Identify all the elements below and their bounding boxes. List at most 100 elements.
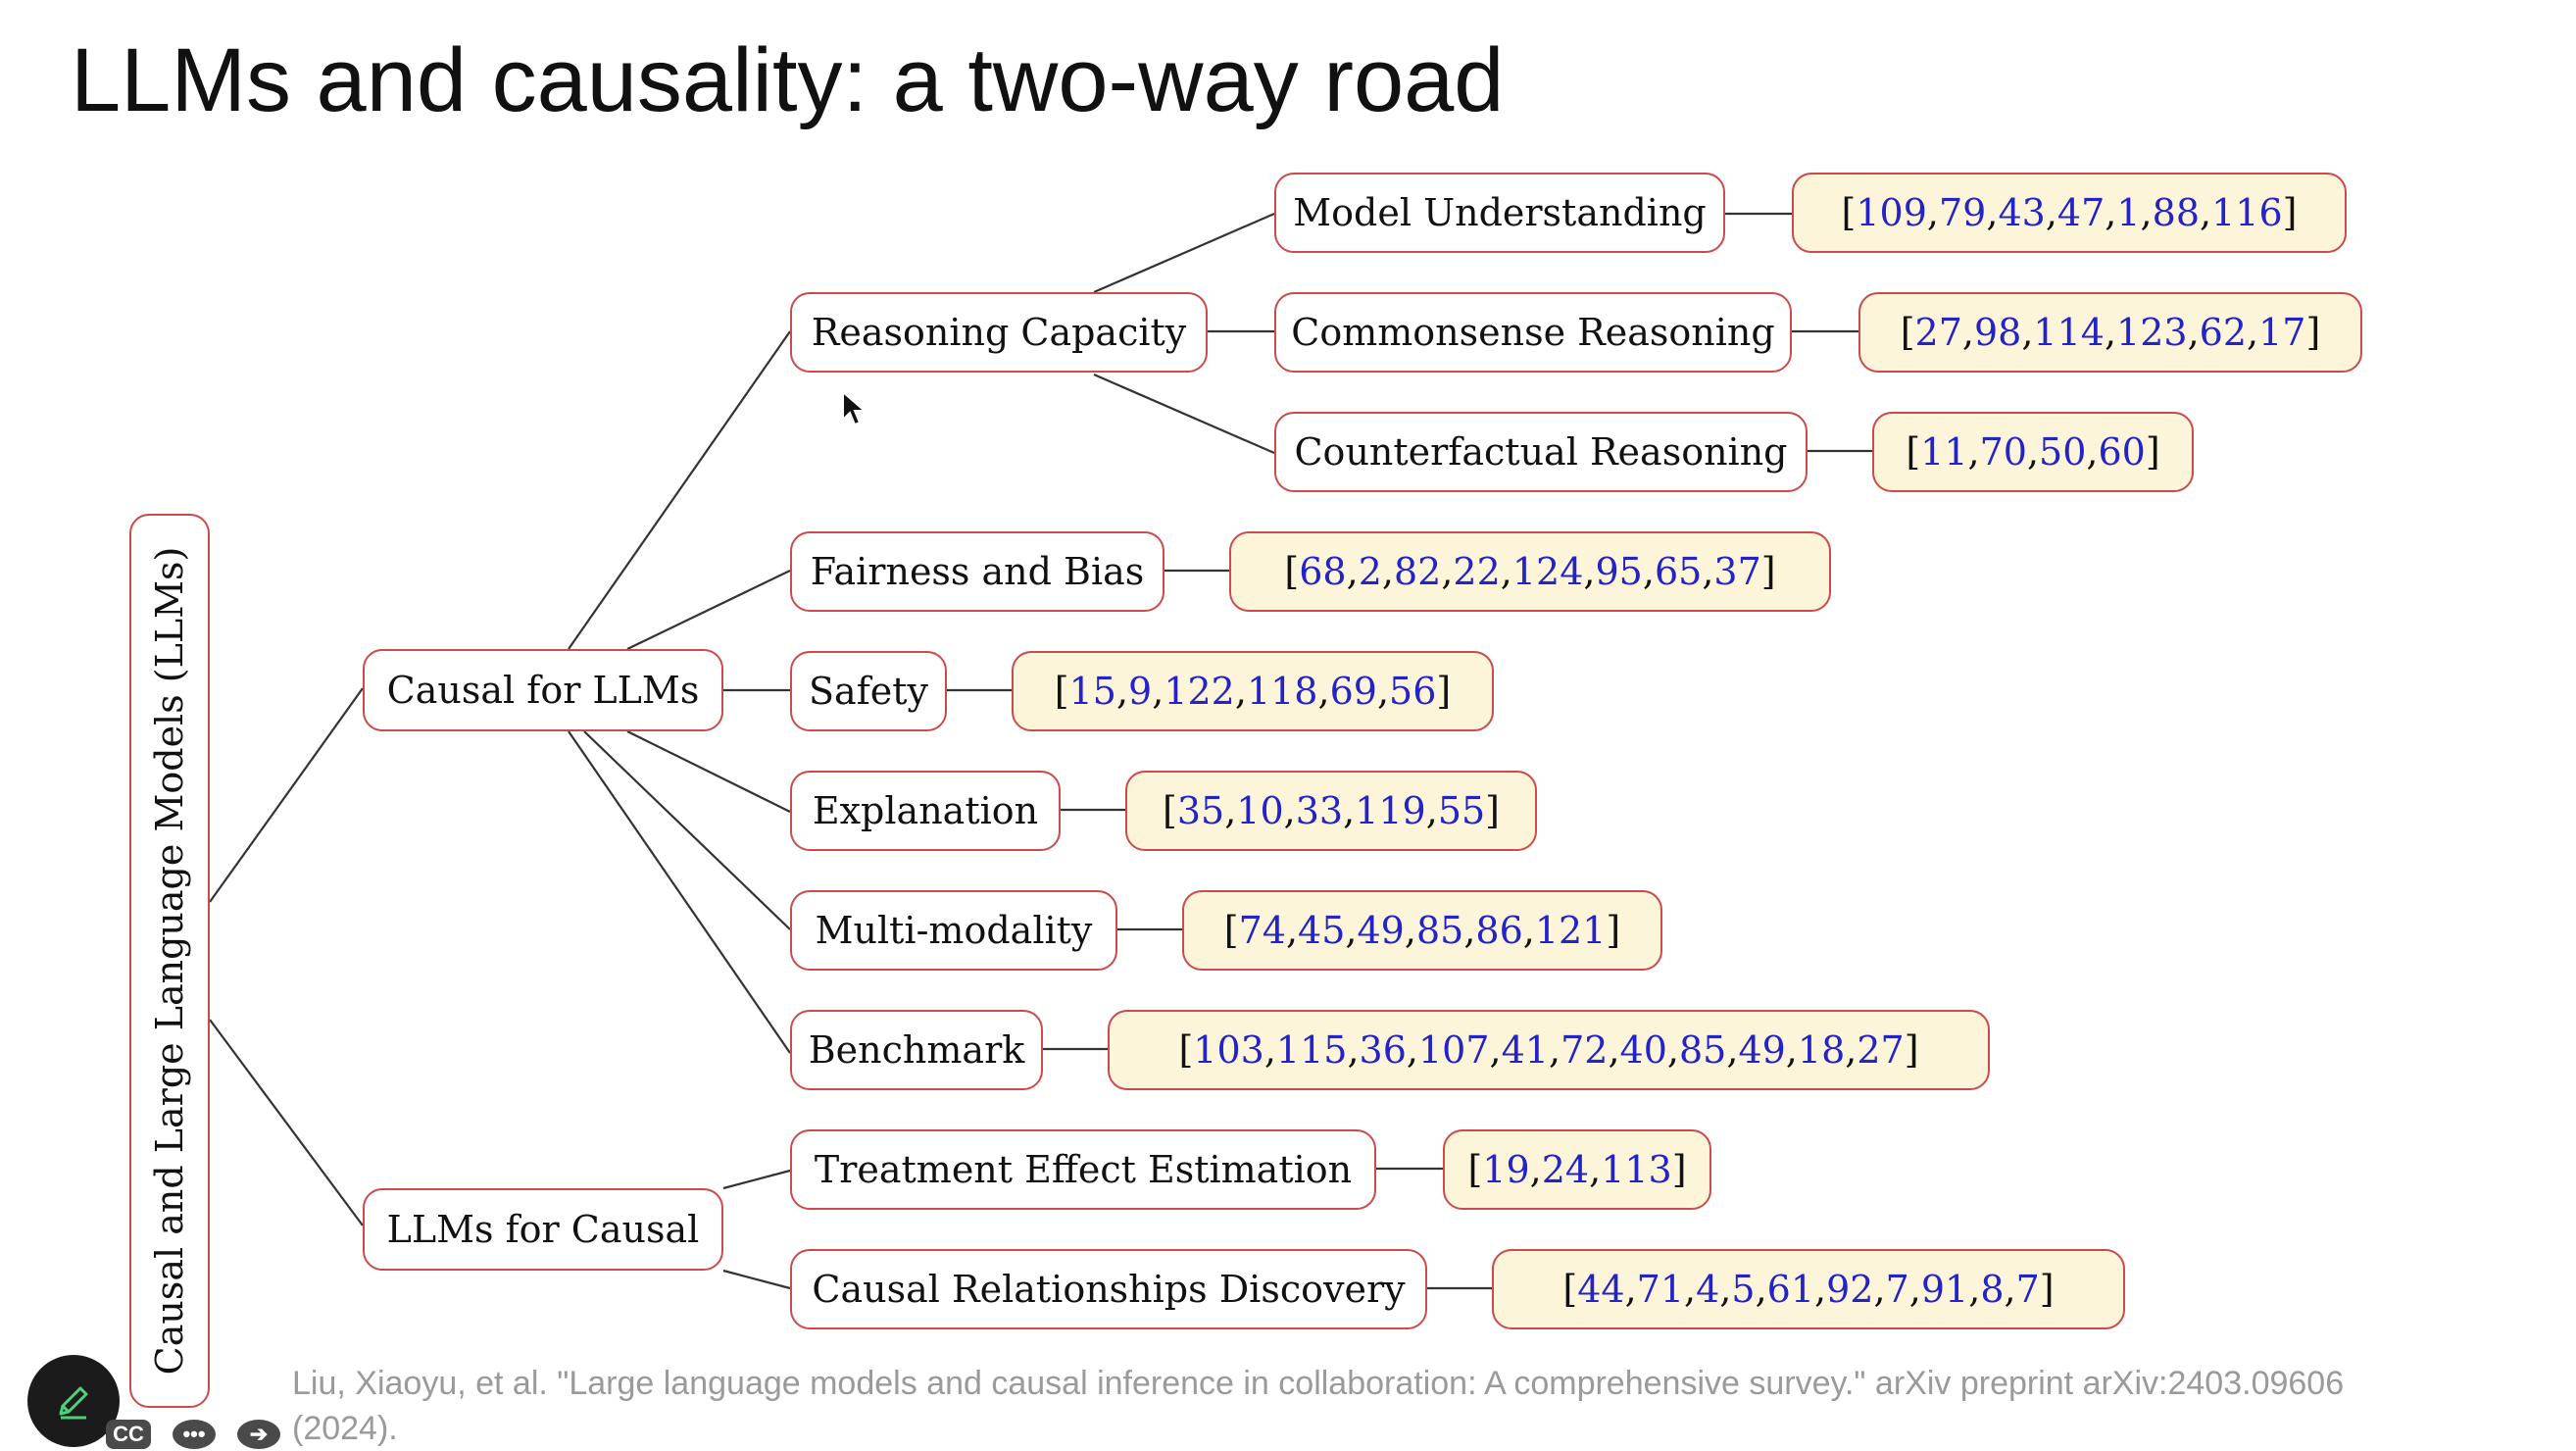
ref-number: 65 [1654, 550, 1703, 593]
ref-number: 118 [1246, 670, 1318, 713]
root-label: Causal and Large Language Models (LLMs) [148, 546, 191, 1376]
ref-number: 103 [1193, 1028, 1264, 1072]
edge-to-counterfactual [1093, 373, 1275, 455]
edge-root-causal-for-llms [209, 687, 364, 903]
ref-number: 49 [1738, 1028, 1786, 1072]
ref-number: 10 [1236, 789, 1284, 832]
node-fairness-and-bias: Fairness and Bias [790, 531, 1164, 612]
ref-number: 49 [1357, 909, 1405, 952]
refs-safety: [15, 9, 122, 118, 69, 56] [1012, 651, 1494, 731]
refs-model-understanding: [109, 79, 43, 47, 1, 88, 116] [1792, 173, 2347, 253]
ref-number: 116 [2211, 191, 2283, 234]
edge-to-benchmark [568, 730, 791, 1054]
refs-multi-modality: [74, 45, 49, 85, 86, 121] [1182, 890, 1662, 971]
ref-number: 69 [1329, 670, 1377, 713]
ref-number: 92 [1826, 1268, 1874, 1311]
ref-number: 27 [1914, 311, 1962, 354]
edge-to-discovery [722, 1269, 791, 1290]
edge-root-llms-for-causal [209, 1019, 364, 1226]
ref-number: 88 [2152, 191, 2200, 234]
ref-number: 1 [2116, 191, 2141, 234]
ref-number: 43 [1998, 191, 2046, 234]
ref-number: 115 [1275, 1028, 1348, 1072]
node-explanation: Explanation [790, 771, 1061, 851]
ref-number: 107 [1418, 1028, 1490, 1072]
ref-number: 122 [1164, 670, 1235, 713]
ref-number: 44 [1577, 1268, 1625, 1311]
ref-number: 114 [2033, 311, 2105, 354]
refs-fairness-and-bias: [68, 2, 82, 22, 124, 95, 65, 37] [1229, 531, 1831, 612]
ref-number: 113 [1601, 1148, 1672, 1191]
ref-number: 35 [1176, 789, 1225, 832]
ref-number: 40 [1619, 1028, 1667, 1072]
ref-number: 79 [1939, 191, 1987, 234]
node-multi-modality: Multi-modality [790, 890, 1117, 971]
branch-causal-for-llms: Causal for LLMs [363, 649, 723, 731]
refs-benchmark: [103, 115, 36, 107, 41, 72, 40, 85, 49, … [1108, 1010, 1990, 1090]
refs-explanation: [35, 10, 33, 119, 55] [1125, 771, 1537, 851]
ref-number: 109 [1856, 191, 1927, 234]
ref-number: 11 [1920, 430, 1968, 474]
ref-number: 82 [1393, 550, 1442, 593]
ref-number: 5 [1731, 1268, 1756, 1311]
ref-number: 17 [2258, 311, 2306, 354]
slide-title: LLMs and causality: a two-way road [71, 30, 1505, 130]
refs-commonsense-reasoning: [27, 98, 114, 123, 62, 17] [1858, 292, 2362, 373]
closed-captions-button[interactable]: CC [106, 1420, 151, 1449]
ref-number: 19 [1482, 1148, 1530, 1191]
ref-number: 60 [2098, 430, 2146, 474]
ref-number: 7 [1885, 1268, 1909, 1311]
ref-number: 9 [1128, 670, 1153, 713]
ref-number: 4 [1696, 1268, 1720, 1311]
pen-annotation-button[interactable] [27, 1355, 120, 1447]
node-causal-relationships-discovery: Causal Relationships Discovery [790, 1249, 1427, 1329]
ref-number: 85 [1415, 909, 1464, 952]
ref-number: 22 [1453, 550, 1501, 593]
ref-number: 121 [1534, 909, 1607, 952]
ref-number: 33 [1295, 789, 1344, 832]
ref-number: 45 [1298, 909, 1346, 952]
ref-number: 123 [2116, 311, 2188, 354]
edge-to-model-understanding [1093, 212, 1275, 294]
ref-number: 98 [1973, 311, 2022, 354]
ref-number: 95 [1595, 550, 1643, 593]
ref-number: 37 [1713, 550, 1761, 593]
ref-number: 62 [2199, 311, 2248, 354]
edge-to-treatment [722, 1169, 791, 1190]
more-options-button[interactable]: ••• [173, 1420, 216, 1449]
pencil-icon [59, 1386, 88, 1420]
refs-treatment-effect-estimation: [19, 24, 113] [1443, 1129, 1711, 1210]
edge-to-reasoning [568, 330, 791, 650]
ref-number: 36 [1359, 1028, 1407, 1072]
node-model-understanding: Model Understanding [1274, 173, 1725, 253]
refs-causal-relationships-discovery: [44, 71, 4, 5, 61, 92, 7, 91, 8, 7] [1492, 1249, 2125, 1329]
node-safety: Safety [790, 651, 947, 731]
ref-number: 55 [1437, 789, 1486, 832]
edge-to-fairness [626, 570, 791, 650]
citation: Liu, Xiaoyu, et al. "Large language mode… [292, 1365, 2345, 1447]
ref-number: 50 [2039, 430, 2087, 474]
ref-number: 124 [1511, 550, 1584, 593]
ref-number: 7 [2015, 1268, 2040, 1311]
node-commonsense-reasoning: Commonsense Reasoning [1274, 292, 1792, 373]
root-node: Causal and Large Language Models (LLMs) [129, 514, 210, 1408]
next-slide-button[interactable]: ➔ [237, 1420, 280, 1449]
ref-number: 85 [1678, 1028, 1727, 1072]
ref-number: 72 [1560, 1028, 1609, 1072]
ref-number: 24 [1541, 1148, 1590, 1191]
ref-number: 70 [1979, 430, 2027, 474]
ref-number: 119 [1355, 789, 1426, 832]
ref-number: 8 [1980, 1268, 2005, 1311]
ref-number: 41 [1501, 1028, 1549, 1072]
node-reasoning-capacity: Reasoning Capacity [790, 292, 1208, 373]
mouse-cursor-icon [842, 390, 867, 426]
refs-counterfactual-reasoning: [11, 70, 50, 60] [1872, 412, 2194, 492]
node-benchmark: Benchmark [790, 1010, 1043, 1090]
ref-number: 47 [2056, 191, 2105, 234]
ref-number: 91 [1920, 1268, 1969, 1311]
ref-number: 68 [1299, 550, 1347, 593]
node-counterfactual-reasoning: Counterfactual Reasoning [1274, 412, 1808, 492]
ref-number: 86 [1475, 909, 1523, 952]
node-treatment-effect-estimation: Treatment Effect Estimation [790, 1129, 1376, 1210]
